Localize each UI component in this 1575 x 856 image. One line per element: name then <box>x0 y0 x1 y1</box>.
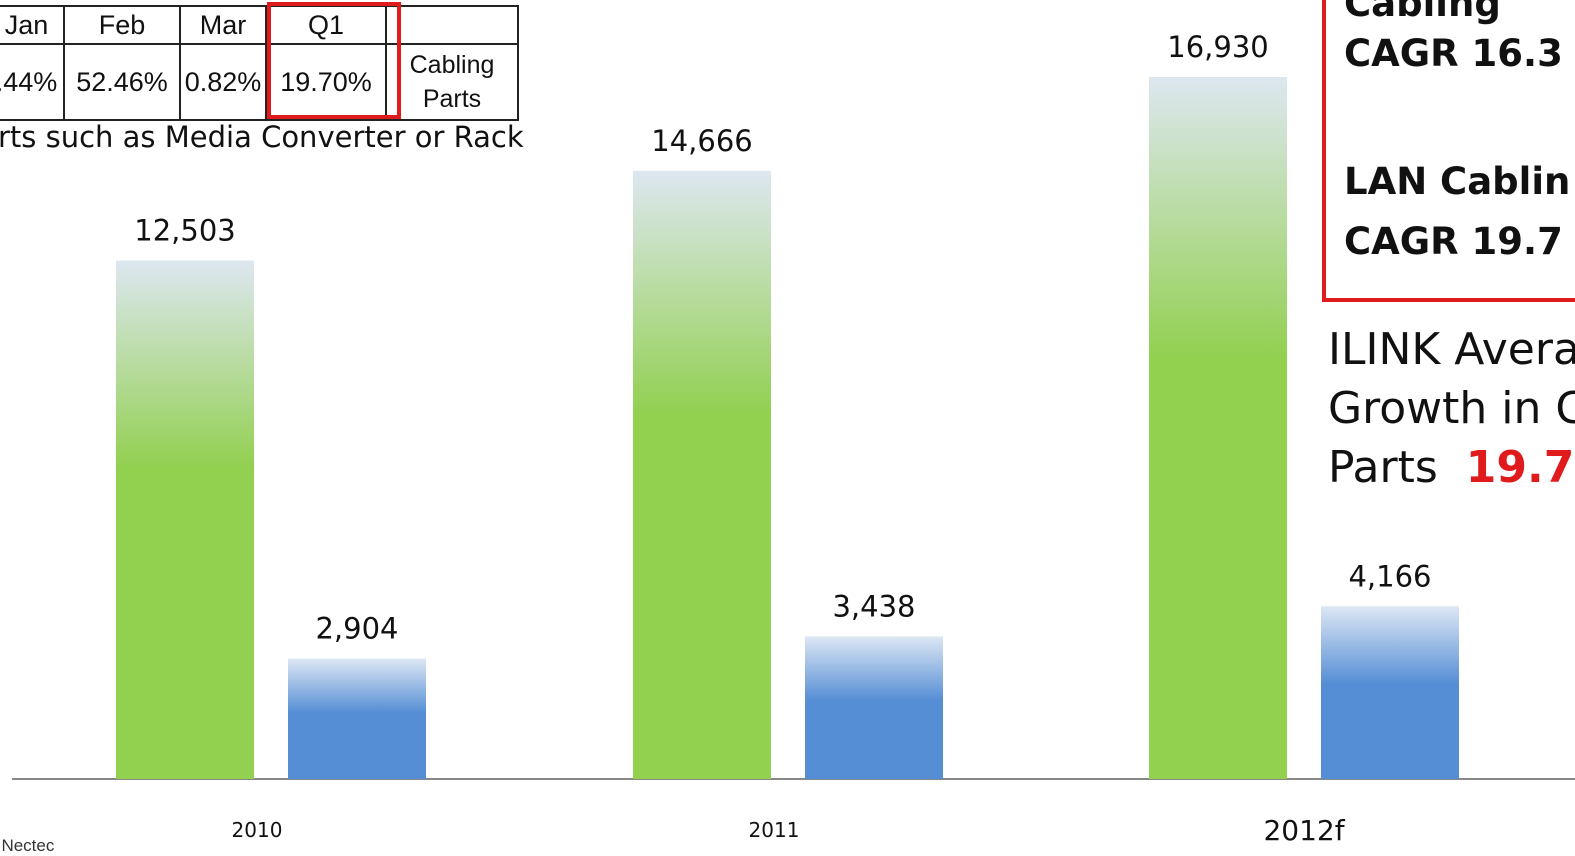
bar-2012f-series-2 <box>1321 606 1459 779</box>
growth-table-value-row: .44% 52.46% 0.82% 19.70% Cabling Parts <box>0 43 519 121</box>
ilink-growth-text: ILINK Avera Growth in C Parts 19.70 <box>1328 320 1575 497</box>
bar-2010-series-2 <box>288 658 426 779</box>
value-feb: 52.46% <box>63 43 181 121</box>
growth-table-header-row: Jan Feb Mar Q1 <box>0 5 519 45</box>
cagr-line-4: CAGR 19.7 <box>1344 220 1563 263</box>
growth-table: Jan Feb Mar Q1 .44% 52.46% 0.82% 19.70% … <box>0 5 519 121</box>
data-label-2010-series-2: 2,904 <box>315 612 398 646</box>
bar-2010-series-1 <box>116 260 254 779</box>
category-label-2011: 2011 <box>749 818 800 842</box>
source-note: : Nectec <box>0 836 55 855</box>
table-note: rts such as Media Converter or Rack <box>0 120 524 154</box>
category-label-2012f: 2012f <box>1263 814 1345 847</box>
data-label-2012f-series-1: 16,930 <box>1167 30 1268 64</box>
row-label-line-2: Parts <box>422 85 482 113</box>
bar-2011-series-1 <box>633 170 771 779</box>
value-mar: 0.82% <box>179 43 267 121</box>
cagr-box: Cabling CAGR 16.3 LAN Cablin CAGR 19.7 <box>1322 0 1575 302</box>
ilink-line-3: Parts 19.70 <box>1328 438 1575 497</box>
header-blank <box>385 5 519 45</box>
row-label-line-1: Cabling <box>409 51 495 79</box>
ilink-line-2: Growth in C <box>1328 383 1575 434</box>
value-q1: 19.70% <box>265 43 387 121</box>
data-label-2012f-series-2: 4,166 <box>1348 559 1431 593</box>
bars-group <box>116 77 1459 779</box>
ilink-growth-value: 19.70 <box>1465 442 1575 493</box>
header-q1: Q1 <box>265 5 387 45</box>
header-feb: Feb <box>63 5 181 45</box>
value-jan: .44% <box>0 43 65 121</box>
bar-2012f-series-1 <box>1149 77 1287 779</box>
cagr-line-3: LAN Cablin <box>1344 160 1571 203</box>
bar-2011-series-2 <box>805 636 943 779</box>
header-jan: Jan <box>0 5 65 45</box>
data-label-2010-series-1: 12,503 <box>134 214 235 248</box>
data-label-2011-series-2: 3,438 <box>832 589 915 623</box>
ilink-line-1: ILINK Avera <box>1328 324 1575 375</box>
header-mar: Mar <box>179 5 267 45</box>
ilink-line-3-prefix: Parts <box>1328 442 1466 493</box>
data-label-2011-series-1: 14,666 <box>651 124 752 158</box>
category-label-2010: 2010 <box>232 818 283 842</box>
row-label-cabling-parts: Cabling Parts <box>385 43 519 121</box>
cagr-line-1: Cabling <box>1344 0 1501 25</box>
cagr-line-2: CAGR 16.3 <box>1344 32 1563 75</box>
